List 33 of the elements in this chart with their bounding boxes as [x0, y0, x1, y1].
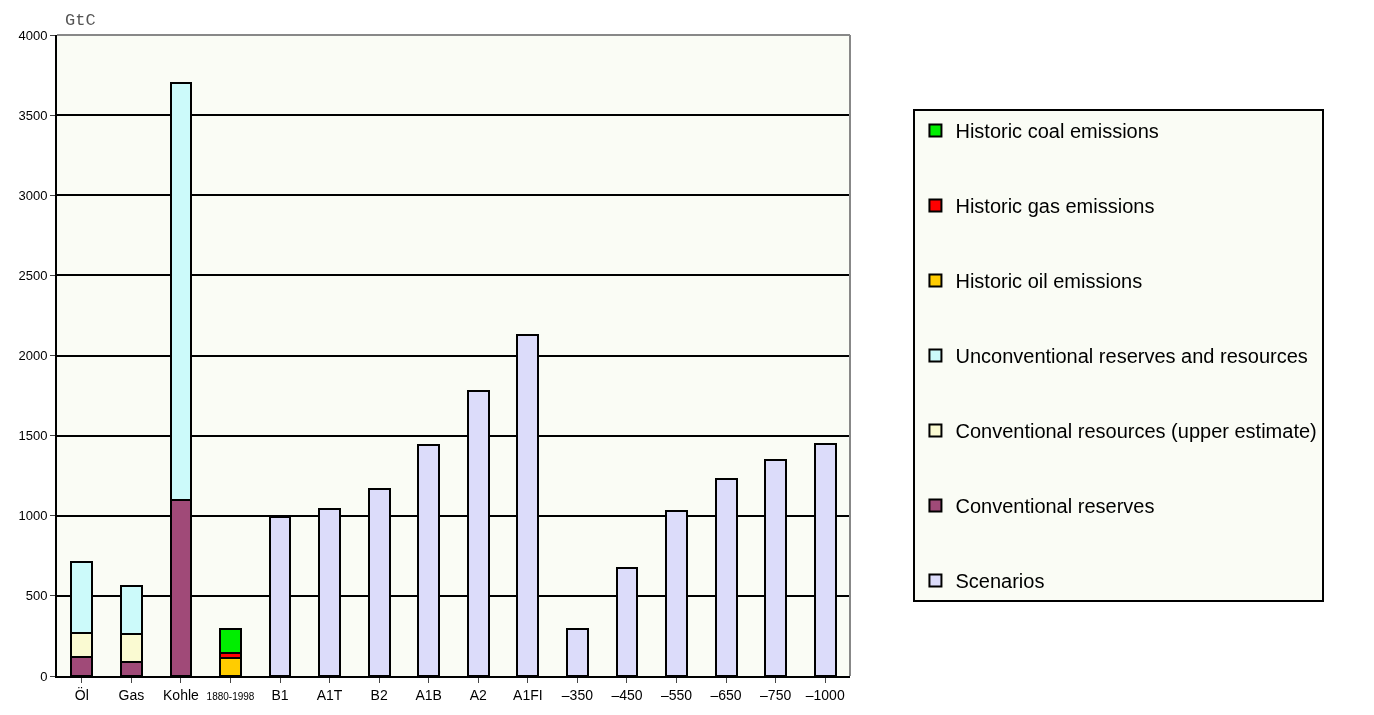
- legend-label: Conventional reserves: [955, 495, 1155, 518]
- x-tick-label: Öl: [74, 685, 89, 703]
- y-tick-label: 1000: [18, 508, 48, 524]
- x-tick-label: Kohle: [163, 686, 200, 703]
- y-tick-label: 3000: [18, 187, 48, 203]
- x-tick-label: –1000: [805, 686, 845, 703]
- y-tick-label: 2500: [18, 267, 48, 283]
- legend-label: Scenarios: [955, 570, 1045, 593]
- y-tick-label: 0: [40, 668, 48, 684]
- x-tick-label: –350: [561, 686, 594, 703]
- x-tick-label: A1T: [316, 686, 343, 703]
- x-tick-label: A1B: [415, 686, 442, 703]
- y-tick-label: 2000: [18, 348, 48, 364]
- x-tick-label: B2: [370, 686, 388, 703]
- x-tick-label: 1880-1998: [206, 690, 255, 702]
- x-tick-label: Gas: [118, 686, 145, 703]
- x-tick-label: –450: [611, 686, 643, 703]
- y-tick-label: 500: [25, 588, 48, 604]
- x-tick-label: A2: [469, 686, 488, 703]
- x-tick-label: A1FI: [513, 686, 543, 703]
- y-axis-title: GtC: [65, 11, 96, 30]
- y-tick-label: 4000: [18, 27, 48, 43]
- legend-label: Conventional resources (upper estimate): [955, 420, 1317, 443]
- legend-label: Unconventional reserves and resources: [955, 345, 1308, 368]
- x-tick-label: B1: [271, 686, 289, 703]
- legend-label: Historic coal emissions: [955, 120, 1159, 143]
- x-tick-label: –750: [760, 686, 792, 703]
- x-tick-label: –650: [710, 686, 742, 703]
- legend-label: Historic gas emissions: [955, 195, 1155, 218]
- y-tick-label: 1500: [18, 428, 48, 444]
- legend-label: Historic oil emissions: [955, 270, 1143, 293]
- x-tick-label: –550: [660, 686, 693, 703]
- y-tick-label: 3500: [18, 107, 48, 123]
